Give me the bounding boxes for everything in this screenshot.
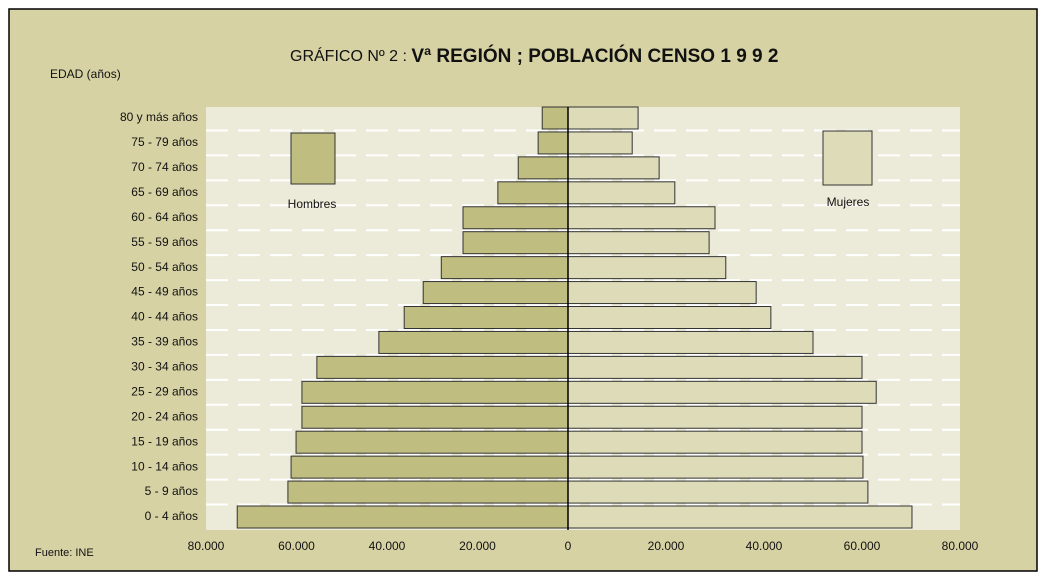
y-tick-label: 25 - 29 años: [131, 384, 198, 398]
bar: [403, 306, 569, 329]
x-tick-label: 40.000: [746, 539, 783, 553]
bar: [422, 281, 569, 305]
legend-label: Mujeres: [827, 195, 870, 209]
y-tick-label: 35 - 39 años: [131, 335, 198, 349]
bar: [462, 231, 569, 255]
y-tick-label: 60 - 64 años: [131, 210, 198, 224]
x-tick-label: 80.000: [188, 539, 225, 553]
bar: [567, 156, 660, 180]
y-tick-label: 55 - 59 años: [131, 235, 198, 249]
bar: [567, 106, 639, 130]
bar: [567, 256, 727, 280]
x-tick-label: 60.000: [844, 539, 881, 553]
bar: [567, 306, 772, 329]
x-tick-label: 80.000: [942, 539, 979, 553]
y-tick-label: 30 - 34 años: [131, 360, 198, 374]
legend-swatch: [822, 130, 873, 186]
y-tick-label: 50 - 54 años: [131, 260, 198, 274]
bar: [567, 505, 913, 529]
bar: [567, 455, 864, 479]
bar: [301, 405, 569, 429]
y-tick-label: 20 - 24 años: [131, 409, 198, 423]
bar: [567, 131, 633, 155]
bar: [541, 106, 569, 130]
y-axis-label: EDAD (años): [50, 67, 121, 81]
y-tick-label: 45 - 49 años: [131, 285, 198, 299]
bar: [497, 181, 569, 205]
bar: [567, 181, 676, 205]
legend-swatch: [290, 132, 336, 185]
chart-title: GRÁFICO Nº 2 : Vª REGIÓN ; POBLACIÓN CEN…: [290, 45, 778, 67]
x-tick-label: 60.000: [278, 539, 315, 553]
bar: [517, 156, 569, 180]
y-tick-label: 75 - 79 años: [131, 135, 198, 149]
x-tick-label: 20.000: [648, 539, 685, 553]
x-tick-label: 40.000: [369, 539, 406, 553]
title-main: Vª REGIÓN ; POBLACIÓN CENSO 1 9 9 2: [411, 45, 778, 67]
bar: [290, 455, 569, 479]
bar: [567, 405, 863, 429]
bar: [537, 131, 569, 155]
bar: [567, 380, 877, 404]
bar: [316, 355, 569, 379]
y-tick-label: 40 - 44 años: [131, 310, 198, 324]
bar: [567, 231, 710, 255]
bar: [567, 355, 863, 379]
source: Fuente: INE: [35, 547, 94, 559]
y-tick-label: 10 - 14 años: [131, 459, 198, 473]
legend-label: Hombres: [288, 197, 337, 211]
y-tick-label: 70 - 74 años: [131, 160, 198, 174]
y-tick-label: 65 - 69 años: [131, 185, 198, 199]
bar: [440, 256, 569, 280]
bar: [301, 380, 569, 404]
x-tick-label: 0: [565, 539, 572, 553]
bar: [567, 430, 863, 454]
bar: [567, 480, 869, 504]
bar: [567, 330, 814, 354]
x-tick-label: 20.000: [459, 539, 496, 553]
y-tick-label: 15 - 19 años: [131, 434, 198, 448]
bar: [567, 281, 757, 305]
bar: [287, 480, 569, 504]
y-tick-label: 80 y más años: [120, 110, 198, 124]
y-tick-label: 0 - 4 años: [145, 509, 198, 523]
title-prefix: GRÁFICO Nº 2 :: [290, 46, 411, 65]
y-tick-label: 5 - 9 años: [145, 484, 198, 498]
bar: [462, 206, 569, 230]
bar: [295, 430, 569, 454]
bar: [236, 505, 569, 529]
bar: [567, 206, 716, 230]
bar: [378, 330, 569, 354]
